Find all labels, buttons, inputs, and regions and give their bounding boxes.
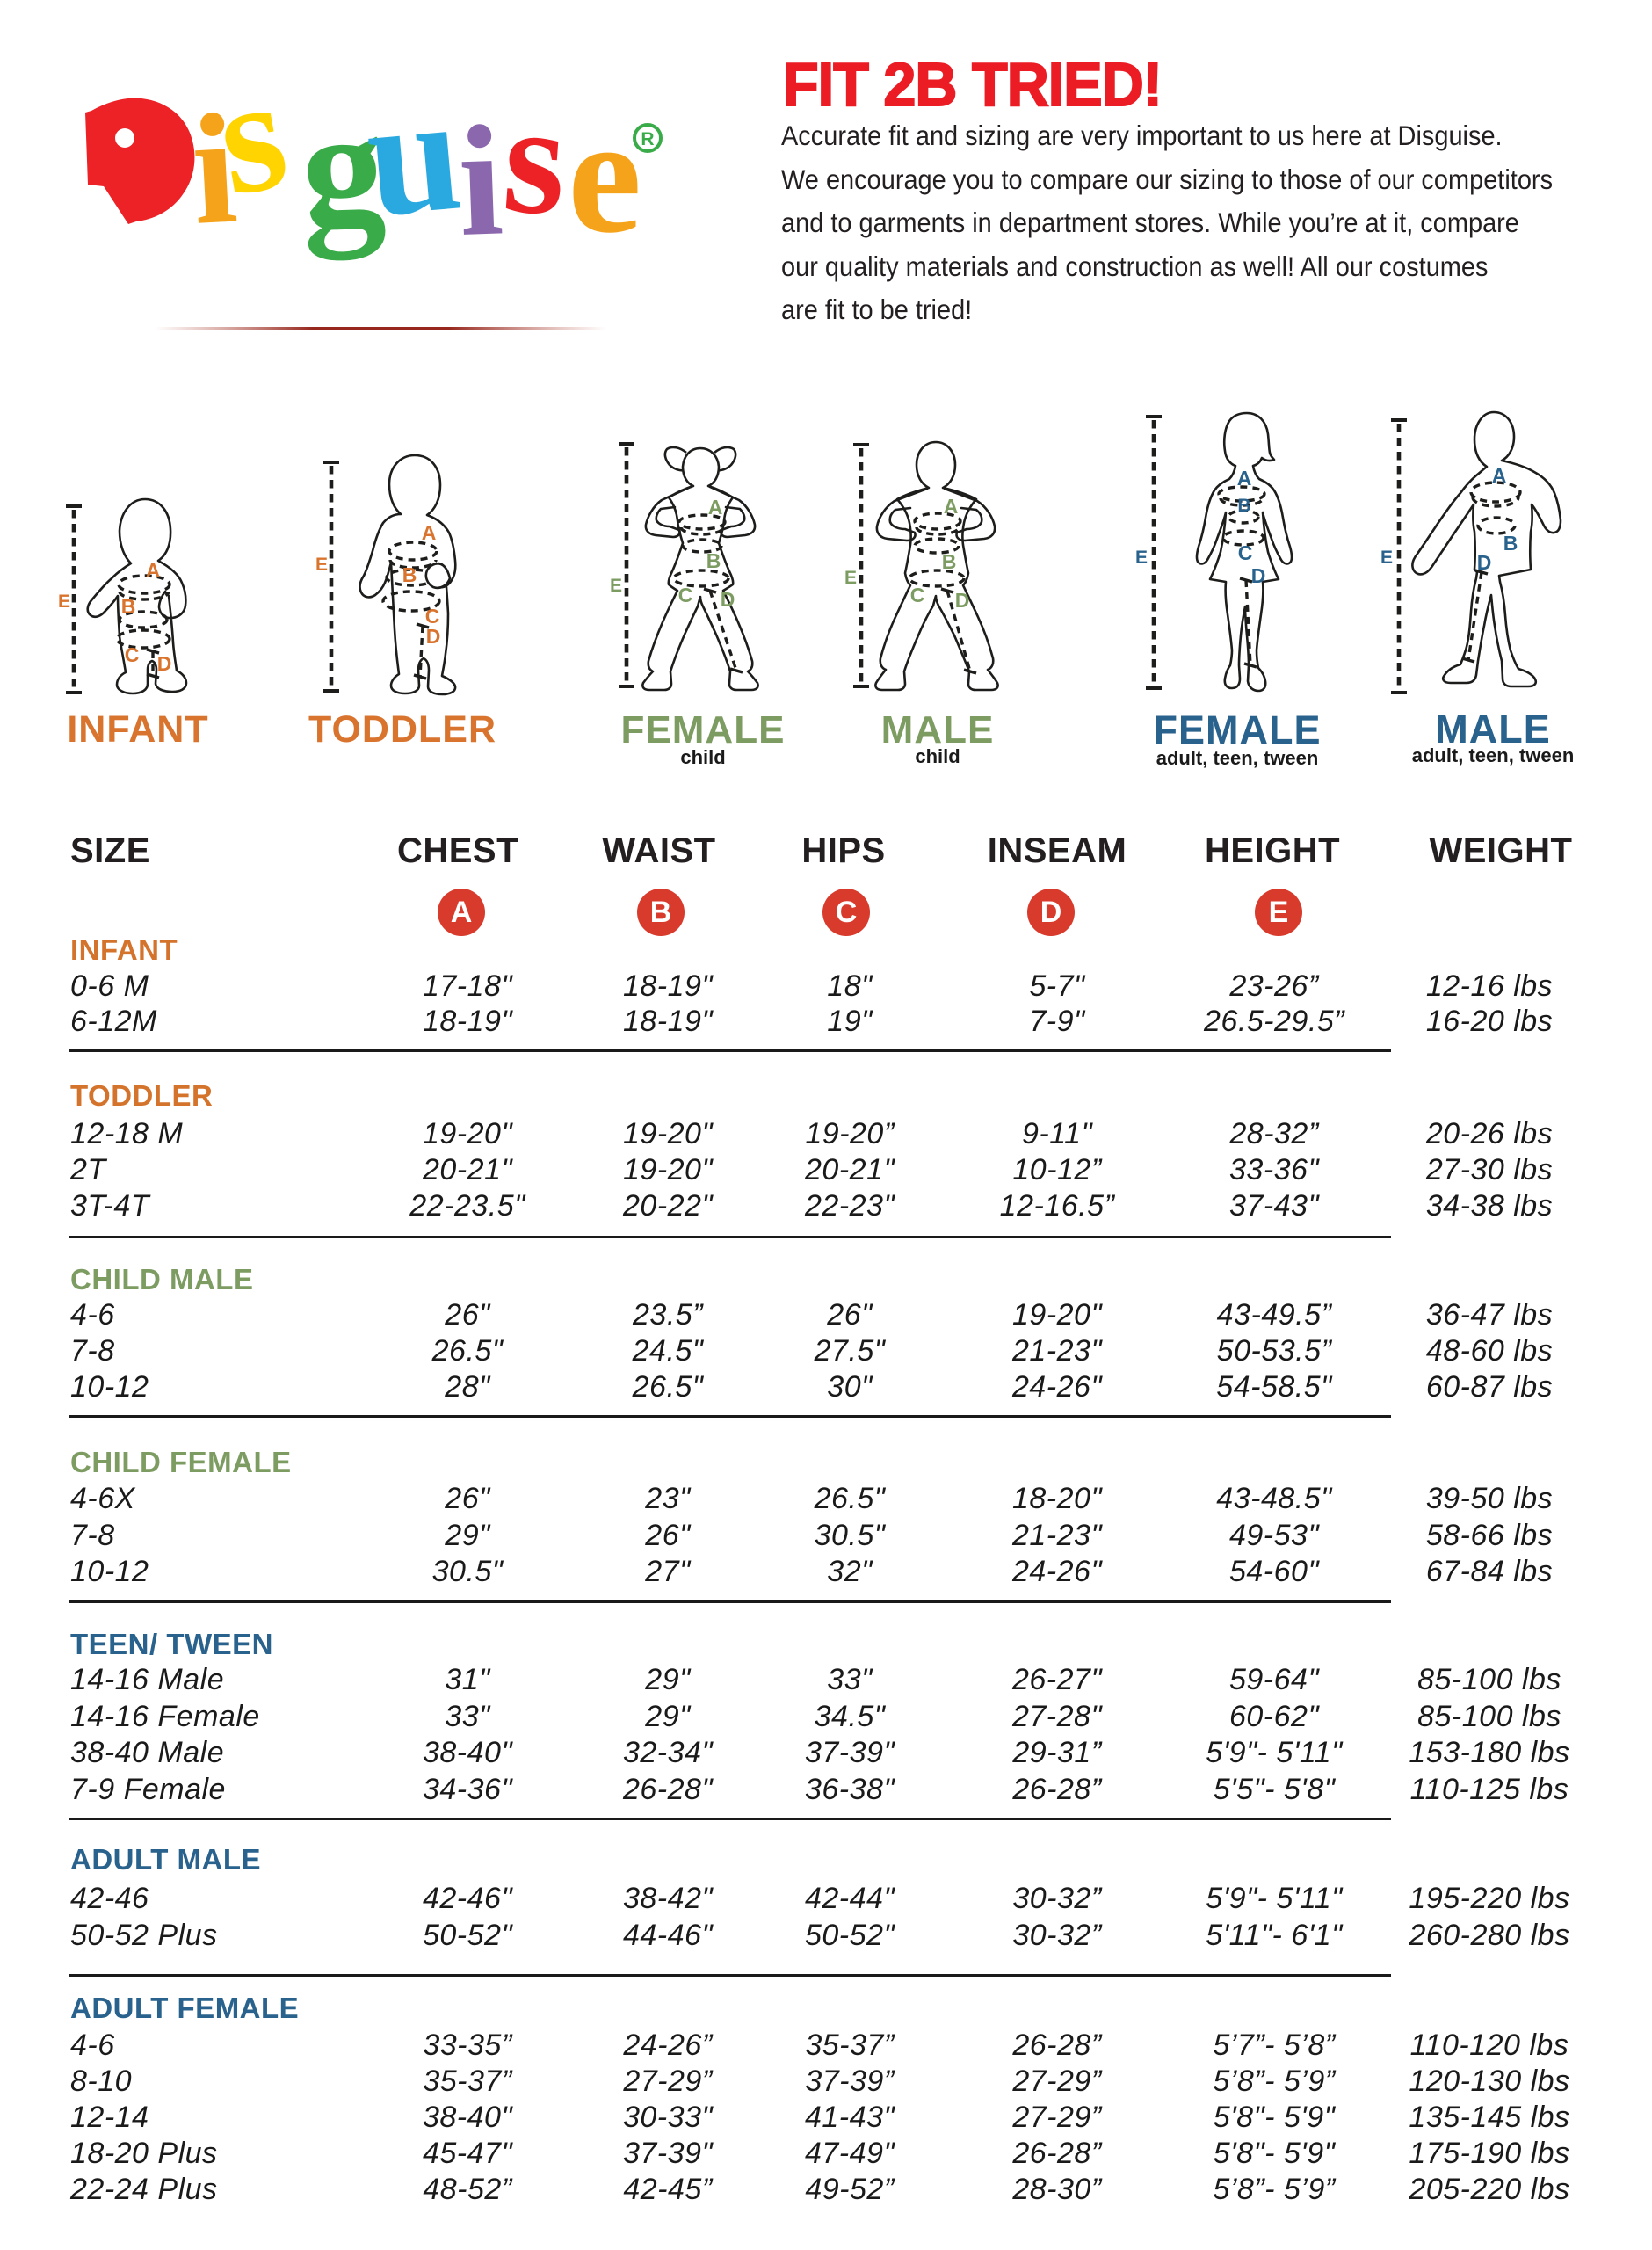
svg-text:C: C — [125, 643, 140, 666]
svg-text:child: child — [680, 746, 725, 768]
svg-text:MALE: MALE — [1435, 707, 1551, 751]
svg-text:u: u — [359, 88, 468, 252]
svg-text:e: e — [568, 88, 641, 268]
svg-text:i: i — [188, 88, 241, 258]
svg-text:C: C — [678, 584, 693, 606]
svg-text:C: C — [910, 584, 925, 606]
svg-text:E: E — [610, 576, 622, 596]
svg-text:g: g — [298, 88, 388, 262]
svg-text:D: D — [426, 625, 441, 648]
svg-text:D: D — [721, 588, 735, 611]
svg-text:B: B — [942, 550, 957, 573]
svg-text:C: C — [425, 605, 440, 628]
svg-text:A: A — [944, 495, 959, 518]
svg-text:A: A — [146, 559, 161, 582]
svg-text:D: D — [1251, 564, 1266, 587]
svg-text:A: A — [1237, 467, 1252, 490]
svg-text:INFANT: INFANT — [67, 708, 208, 751]
svg-text:B: B — [121, 595, 136, 618]
svg-text:i: i — [455, 92, 505, 269]
svg-text:D: D — [157, 652, 172, 675]
svg-text:C: C — [1238, 541, 1253, 564]
svg-text:D: D — [1477, 551, 1492, 574]
svg-text:E: E — [844, 568, 857, 588]
svg-text:B: B — [1237, 496, 1250, 516]
svg-text:s: s — [498, 88, 572, 249]
svg-text:E: E — [315, 555, 328, 575]
svg-text:FEMALE: FEMALE — [1154, 708, 1322, 752]
svg-text:child: child — [915, 745, 960, 767]
svg-text:MALE: MALE — [881, 708, 995, 751]
svg-text:A: A — [1492, 464, 1507, 487]
svg-text:B: B — [1503, 532, 1518, 555]
svg-text:adult, teen, tween: adult, teen, tween — [1156, 747, 1319, 769]
svg-text:E: E — [1380, 548, 1393, 568]
svg-text:E: E — [1135, 548, 1148, 568]
svg-text:TODDLER: TODDLER — [308, 708, 496, 751]
svg-text:E: E — [58, 592, 70, 612]
svg-text:D: D — [955, 589, 970, 612]
svg-text:B: B — [402, 563, 417, 586]
svg-text:A: A — [708, 496, 723, 519]
svg-text:B: B — [706, 549, 721, 572]
svg-text:adult, teen, tween: adult, teen, tween — [1412, 744, 1575, 766]
svg-text:FEMALE: FEMALE — [621, 708, 786, 751]
svg-text:R: R — [641, 129, 654, 149]
svg-text:A: A — [422, 521, 437, 544]
